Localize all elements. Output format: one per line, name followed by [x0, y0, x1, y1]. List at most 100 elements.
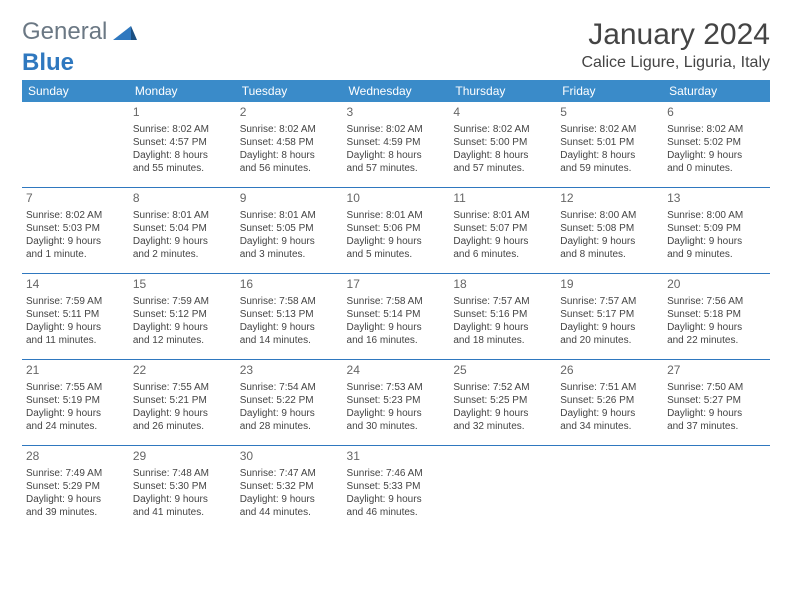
daylight-text: Daylight: 9 hours [560, 321, 659, 334]
sunrise-text: Sunrise: 7:47 AM [240, 467, 339, 480]
calendar-cell: 2Sunrise: 8:02 AMSunset: 4:58 PMDaylight… [236, 102, 343, 188]
sunset-text: Sunset: 4:59 PM [347, 136, 446, 149]
calendar-cell [22, 102, 129, 188]
calendar-cell: 16Sunrise: 7:58 AMSunset: 5:13 PMDayligh… [236, 274, 343, 360]
calendar-cell: 9Sunrise: 8:01 AMSunset: 5:05 PMDaylight… [236, 188, 343, 274]
calendar-cell: 8Sunrise: 8:01 AMSunset: 5:04 PMDaylight… [129, 188, 236, 274]
daylight-text: Daylight: 9 hours [26, 321, 125, 334]
sunset-text: Sunset: 5:21 PM [133, 394, 232, 407]
sunset-text: Sunset: 4:57 PM [133, 136, 232, 149]
day-number: 7 [26, 191, 125, 207]
daylight-text: and 56 minutes. [240, 162, 339, 175]
sunrise-text: Sunrise: 7:48 AM [133, 467, 232, 480]
daylight-text: Daylight: 9 hours [347, 235, 446, 248]
day-number: 23 [240, 363, 339, 379]
sunrise-text: Sunrise: 7:57 AM [560, 295, 659, 308]
day-number: 22 [133, 363, 232, 379]
calendar-cell: 5Sunrise: 8:02 AMSunset: 5:01 PMDaylight… [556, 102, 663, 188]
daylight-text: and 26 minutes. [133, 420, 232, 433]
daylight-text: and 16 minutes. [347, 334, 446, 347]
daylight-text: and 6 minutes. [453, 248, 552, 261]
sunset-text: Sunset: 5:32 PM [240, 480, 339, 493]
sunset-text: Sunset: 5:07 PM [453, 222, 552, 235]
day-number: 27 [667, 363, 766, 379]
sunset-text: Sunset: 5:11 PM [26, 308, 125, 321]
col-header: Tuesday [236, 80, 343, 102]
daylight-text: and 57 minutes. [453, 162, 552, 175]
day-number: 24 [347, 363, 446, 379]
calendar-row: 28Sunrise: 7:49 AMSunset: 5:29 PMDayligh… [22, 446, 770, 532]
calendar-cell: 15Sunrise: 7:59 AMSunset: 5:12 PMDayligh… [129, 274, 236, 360]
daylight-text: Daylight: 9 hours [347, 407, 446, 420]
day-number: 30 [240, 449, 339, 465]
day-number: 11 [453, 191, 552, 207]
calendar-row: 14Sunrise: 7:59 AMSunset: 5:11 PMDayligh… [22, 274, 770, 360]
daylight-text: and 44 minutes. [240, 506, 339, 519]
daylight-text: Daylight: 9 hours [240, 321, 339, 334]
daylight-text: and 37 minutes. [667, 420, 766, 433]
daylight-text: and 30 minutes. [347, 420, 446, 433]
daylight-text: and 34 minutes. [560, 420, 659, 433]
calendar-cell: 4Sunrise: 8:02 AMSunset: 5:00 PMDaylight… [449, 102, 556, 188]
sunrise-text: Sunrise: 7:46 AM [347, 467, 446, 480]
sunrise-text: Sunrise: 7:57 AM [453, 295, 552, 308]
daylight-text: and 24 minutes. [26, 420, 125, 433]
daylight-text: Daylight: 9 hours [133, 235, 232, 248]
day-number: 1 [133, 105, 232, 121]
sunset-text: Sunset: 5:26 PM [560, 394, 659, 407]
sunrise-text: Sunrise: 8:01 AM [240, 209, 339, 222]
day-number: 12 [560, 191, 659, 207]
daylight-text: and 8 minutes. [560, 248, 659, 261]
sunrise-text: Sunrise: 7:53 AM [347, 381, 446, 394]
calendar-cell: 6Sunrise: 8:02 AMSunset: 5:02 PMDaylight… [663, 102, 770, 188]
daylight-text: Daylight: 9 hours [347, 493, 446, 506]
sunset-text: Sunset: 5:22 PM [240, 394, 339, 407]
daylight-text: and 59 minutes. [560, 162, 659, 175]
daylight-text: Daylight: 9 hours [667, 235, 766, 248]
sunset-text: Sunset: 5:29 PM [26, 480, 125, 493]
calendar-cell: 12Sunrise: 8:00 AMSunset: 5:08 PMDayligh… [556, 188, 663, 274]
sunset-text: Sunset: 5:08 PM [560, 222, 659, 235]
day-number: 17 [347, 277, 446, 293]
day-number: 16 [240, 277, 339, 293]
logo-text-2: Blue [22, 49, 74, 77]
sunrise-text: Sunrise: 8:02 AM [240, 123, 339, 136]
sunset-text: Sunset: 5:12 PM [133, 308, 232, 321]
daylight-text: and 22 minutes. [667, 334, 766, 347]
daylight-text: Daylight: 9 hours [240, 235, 339, 248]
daylight-text: Daylight: 9 hours [453, 321, 552, 334]
calendar-row: 21Sunrise: 7:55 AMSunset: 5:19 PMDayligh… [22, 360, 770, 446]
sunset-text: Sunset: 5:33 PM [347, 480, 446, 493]
col-header: Thursday [449, 80, 556, 102]
sunrise-text: Sunrise: 8:01 AM [133, 209, 232, 222]
sunrise-text: Sunrise: 7:54 AM [240, 381, 339, 394]
calendar-cell: 31 Sunrise: 7:46 AMSunset: 5:33 PMDayligh… [343, 446, 450, 532]
sunrise-text: Sunrise: 7:58 AM [347, 295, 446, 308]
calendar-cell: 20Sunrise: 7:56 AMSunset: 5:18 PMDayligh… [663, 274, 770, 360]
sunrise-text: Sunrise: 8:02 AM [133, 123, 232, 136]
sunrise-text: Sunrise: 8:00 AM [560, 209, 659, 222]
daylight-text: and 55 minutes. [133, 162, 232, 175]
sunset-text: Sunset: 5:19 PM [26, 394, 125, 407]
day-number: 21 [26, 363, 125, 379]
col-header: Wednesday [343, 80, 450, 102]
daylight-text: Daylight: 8 hours [347, 149, 446, 162]
daylight-text: Daylight: 8 hours [560, 149, 659, 162]
sunset-text: Sunset: 5:18 PM [667, 308, 766, 321]
day-number: 26 [560, 363, 659, 379]
day-number: 31 [347, 449, 446, 465]
sunrise-text: Sunrise: 7:50 AM [667, 381, 766, 394]
calendar-table: Sunday Monday Tuesday Wednesday Thursday… [22, 80, 770, 531]
sunrise-text: Sunrise: 8:02 AM [347, 123, 446, 136]
daylight-text: Daylight: 9 hours [240, 407, 339, 420]
sunset-text: Sunset: 5:01 PM [560, 136, 659, 149]
calendar-cell: 1 Sunrise: 8:02 AMSunset: 4:57 PMDaylight… [129, 102, 236, 188]
day-number: 9 [240, 191, 339, 207]
daylight-text: Daylight: 8 hours [133, 149, 232, 162]
logo-mark-icon [113, 22, 137, 42]
sunrise-text: Sunrise: 7:59 AM [26, 295, 125, 308]
sunset-text: Sunset: 5:23 PM [347, 394, 446, 407]
daylight-text: and 0 minutes. [667, 162, 766, 175]
daylight-text: Daylight: 9 hours [667, 321, 766, 334]
page-title: January 2024 [588, 18, 770, 52]
